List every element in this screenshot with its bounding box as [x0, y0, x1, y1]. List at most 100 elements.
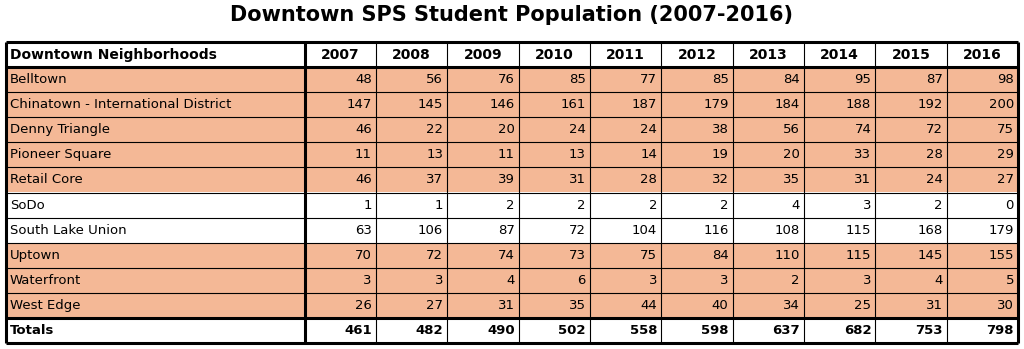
Text: 24: 24	[569, 123, 586, 136]
Text: 14: 14	[640, 148, 657, 161]
Text: 2010: 2010	[535, 47, 573, 61]
Text: 558: 558	[630, 324, 657, 337]
Text: 2008: 2008	[392, 47, 431, 61]
Text: 26: 26	[355, 299, 372, 312]
Text: 482: 482	[416, 324, 443, 337]
Text: 179: 179	[703, 98, 729, 111]
Text: 28: 28	[640, 173, 657, 186]
Text: 31: 31	[926, 299, 943, 312]
Text: 145: 145	[418, 98, 443, 111]
Text: 74: 74	[498, 249, 515, 262]
Text: 2: 2	[649, 199, 657, 211]
Text: 155: 155	[988, 249, 1014, 262]
Text: 5: 5	[1006, 274, 1014, 287]
Text: 187: 187	[632, 98, 657, 111]
Text: 13: 13	[569, 148, 586, 161]
Text: 490: 490	[487, 324, 515, 337]
Text: 145: 145	[918, 249, 943, 262]
Text: 24: 24	[926, 173, 943, 186]
Bar	[6, 293, 1018, 318]
Text: 2007: 2007	[321, 47, 359, 61]
Text: 115: 115	[846, 249, 871, 262]
Text: 3: 3	[863, 199, 871, 211]
Text: 4: 4	[934, 274, 943, 287]
Text: 1: 1	[435, 199, 443, 211]
Text: 19: 19	[712, 148, 729, 161]
Text: 2: 2	[720, 199, 729, 211]
Text: 24: 24	[640, 123, 657, 136]
Text: 192: 192	[918, 98, 943, 111]
Text: 46: 46	[355, 123, 372, 136]
Text: 72: 72	[569, 224, 586, 237]
Text: 31: 31	[569, 173, 586, 186]
Text: 39: 39	[498, 173, 515, 186]
Text: SoDo: SoDo	[10, 199, 45, 211]
Text: Uptown: Uptown	[10, 249, 60, 262]
Text: 2: 2	[792, 274, 800, 287]
Text: 46: 46	[355, 173, 372, 186]
Text: 38: 38	[712, 123, 729, 136]
Bar	[6, 117, 1018, 142]
Text: 2: 2	[934, 199, 943, 211]
Text: 502: 502	[558, 324, 586, 337]
Text: Denny Triangle: Denny Triangle	[10, 123, 110, 136]
Bar	[6, 217, 1018, 243]
Text: 3: 3	[863, 274, 871, 287]
Text: 95: 95	[854, 73, 871, 86]
Text: 4: 4	[506, 274, 515, 287]
Text: Belltown: Belltown	[10, 73, 68, 86]
Text: 25: 25	[854, 299, 871, 312]
Text: Waterfront: Waterfront	[10, 274, 81, 287]
Text: 3: 3	[649, 274, 657, 287]
Text: 798: 798	[986, 324, 1014, 337]
Text: 3: 3	[435, 274, 443, 287]
Text: 74: 74	[854, 123, 871, 136]
Text: 76: 76	[498, 73, 515, 86]
Text: 110: 110	[774, 249, 800, 262]
Text: Chinatown - International District: Chinatown - International District	[10, 98, 231, 111]
Text: 27: 27	[426, 299, 443, 312]
Bar	[6, 92, 1018, 117]
Text: 28: 28	[926, 148, 943, 161]
Text: 179: 179	[988, 224, 1014, 237]
Text: 3: 3	[364, 274, 372, 287]
Bar	[6, 243, 1018, 268]
Text: 4: 4	[792, 199, 800, 211]
Text: 184: 184	[775, 98, 800, 111]
Text: 2014: 2014	[820, 47, 859, 61]
Text: 84: 84	[783, 73, 800, 86]
Text: Downtown Neighborhoods: Downtown Neighborhoods	[10, 47, 217, 61]
Text: Totals: Totals	[10, 324, 54, 337]
Bar	[6, 42, 1018, 67]
Text: 2013: 2013	[749, 47, 787, 61]
Text: 63: 63	[355, 224, 372, 237]
Text: 20: 20	[783, 148, 800, 161]
Text: 77: 77	[640, 73, 657, 86]
Text: 1: 1	[364, 199, 372, 211]
Text: 30: 30	[997, 299, 1014, 312]
Text: 598: 598	[701, 324, 729, 337]
Text: 75: 75	[997, 123, 1014, 136]
Bar	[6, 193, 1018, 217]
Text: 116: 116	[703, 224, 729, 237]
Text: West Edge: West Edge	[10, 299, 81, 312]
Text: 2009: 2009	[464, 47, 502, 61]
Text: 11: 11	[355, 148, 372, 161]
Bar	[6, 268, 1018, 293]
Text: 0: 0	[1006, 199, 1014, 211]
Text: 56: 56	[426, 73, 443, 86]
Text: 48: 48	[355, 73, 372, 86]
Text: 35: 35	[783, 173, 800, 186]
Text: 637: 637	[772, 324, 800, 337]
Text: 56: 56	[783, 123, 800, 136]
Text: 98: 98	[997, 73, 1014, 86]
Text: 13: 13	[426, 148, 443, 161]
Text: 73: 73	[569, 249, 586, 262]
Text: 2016: 2016	[963, 47, 1001, 61]
Text: 31: 31	[854, 173, 871, 186]
Text: 35: 35	[569, 299, 586, 312]
Bar	[6, 67, 1018, 92]
Text: 87: 87	[498, 224, 515, 237]
Text: 33: 33	[854, 148, 871, 161]
Text: 2: 2	[578, 199, 586, 211]
